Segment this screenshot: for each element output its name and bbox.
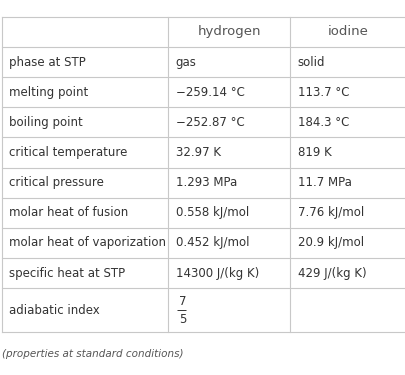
Text: (properties at standard conditions): (properties at standard conditions) [2, 350, 183, 359]
Text: 5: 5 [178, 312, 185, 326]
Text: 14300 J/(kg K): 14300 J/(kg K) [175, 267, 258, 280]
Text: phase at STP: phase at STP [9, 56, 86, 69]
Text: hydrogen: hydrogen [197, 26, 260, 39]
Text: 819 K: 819 K [297, 146, 330, 159]
Text: 1.293 MPa: 1.293 MPa [175, 176, 237, 189]
Text: iodine: iodine [327, 26, 368, 39]
Text: 113.7 °C: 113.7 °C [297, 86, 348, 99]
Text: critical temperature: critical temperature [9, 146, 128, 159]
Text: melting point: melting point [9, 86, 88, 99]
Text: −259.14 °C: −259.14 °C [175, 86, 244, 99]
Text: 0.558 kJ/mol: 0.558 kJ/mol [175, 206, 248, 219]
Text: critical pressure: critical pressure [9, 176, 104, 189]
Text: 184.3 °C: 184.3 °C [297, 116, 348, 129]
Text: 20.9 kJ/mol: 20.9 kJ/mol [297, 237, 363, 249]
Text: adiabatic index: adiabatic index [9, 303, 100, 316]
Text: 11.7 MPa: 11.7 MPa [297, 176, 351, 189]
Text: gas: gas [175, 56, 196, 69]
Text: molar heat of fusion: molar heat of fusion [9, 206, 128, 219]
Text: molar heat of vaporization: molar heat of vaporization [9, 237, 166, 249]
Text: 7.76 kJ/mol: 7.76 kJ/mol [297, 206, 363, 219]
Text: solid: solid [297, 56, 324, 69]
Text: 32.97 K: 32.97 K [175, 146, 220, 159]
Text: boiling point: boiling point [9, 116, 83, 129]
Text: 7: 7 [178, 294, 185, 307]
Text: −252.87 °C: −252.87 °C [175, 116, 244, 129]
Text: 429 J/(kg K): 429 J/(kg K) [297, 267, 365, 280]
Text: 0.452 kJ/mol: 0.452 kJ/mol [175, 237, 249, 249]
Text: specific heat at STP: specific heat at STP [9, 267, 125, 280]
